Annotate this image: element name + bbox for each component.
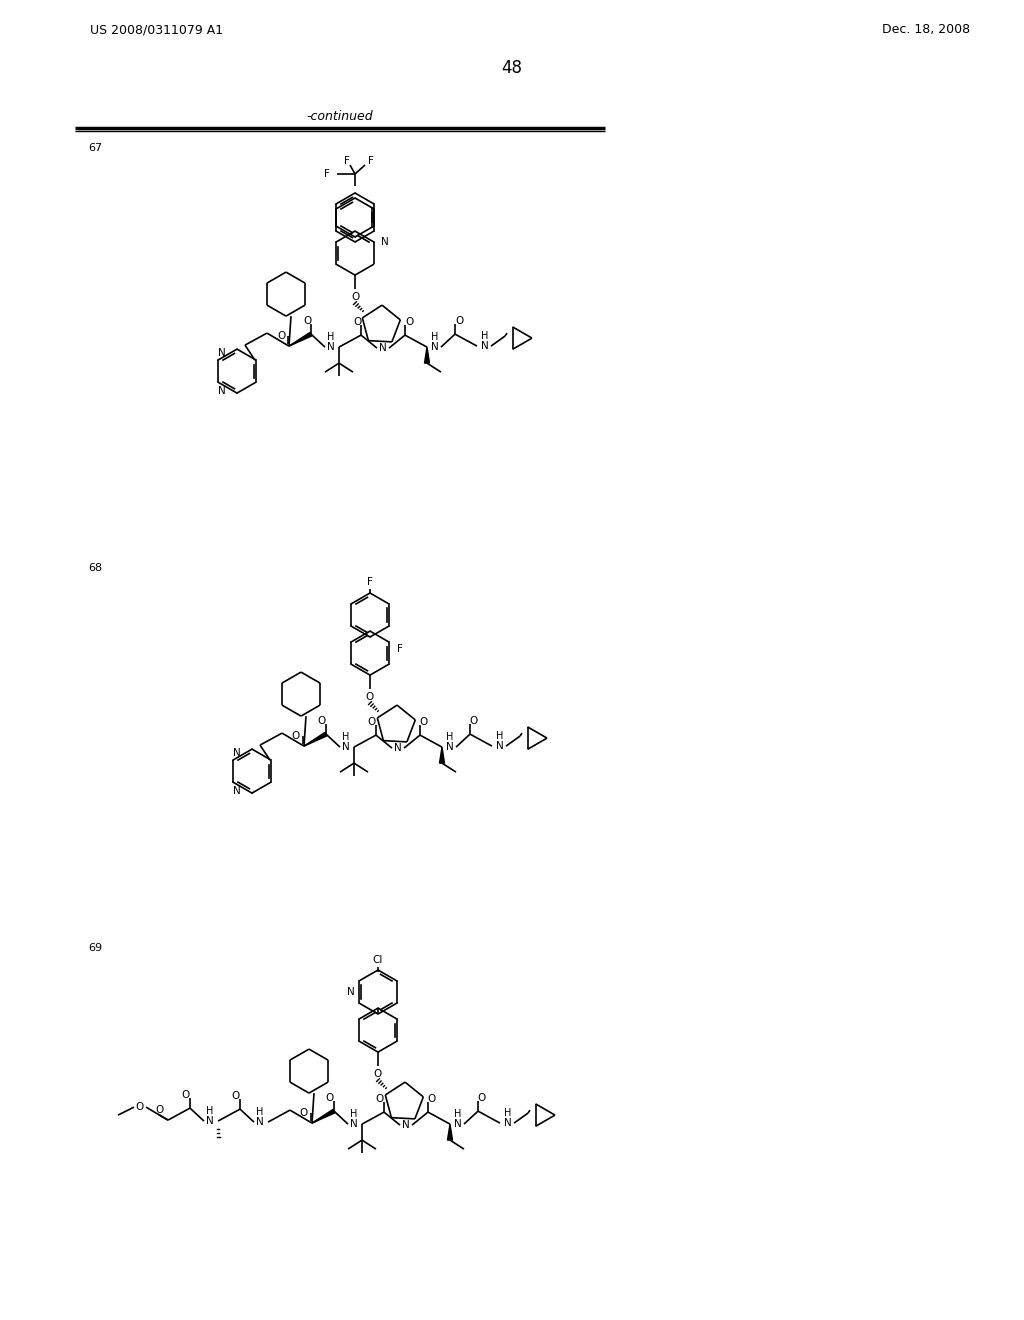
Text: H: H xyxy=(256,1107,264,1117)
Text: 68: 68 xyxy=(88,564,102,573)
Text: N: N xyxy=(347,987,355,997)
Text: O: O xyxy=(368,717,376,727)
Text: H: H xyxy=(328,333,335,342)
Polygon shape xyxy=(439,747,444,763)
Text: N: N xyxy=(454,1119,462,1129)
Text: H: H xyxy=(497,731,504,741)
Text: H: H xyxy=(342,733,349,742)
Text: N: N xyxy=(256,1117,264,1127)
Text: O: O xyxy=(300,1107,308,1118)
Text: H: H xyxy=(350,1109,357,1119)
Text: H: H xyxy=(206,1106,214,1117)
Text: O: O xyxy=(276,331,285,341)
Text: Dec. 18, 2008: Dec. 18, 2008 xyxy=(882,24,970,37)
Text: H: H xyxy=(481,331,488,341)
Text: O: O xyxy=(303,315,311,326)
Text: N: N xyxy=(394,743,401,754)
Text: O: O xyxy=(182,1090,190,1100)
Polygon shape xyxy=(425,347,429,363)
Text: N: N xyxy=(233,787,241,796)
Text: N: N xyxy=(496,741,504,751)
Text: N: N xyxy=(481,341,488,351)
Text: F: F xyxy=(397,644,402,655)
Text: N: N xyxy=(342,742,350,752)
Text: Cl: Cl xyxy=(373,954,383,965)
Text: N: N xyxy=(381,238,389,247)
Text: F: F xyxy=(367,577,373,587)
Text: N: N xyxy=(233,748,241,758)
Text: O: O xyxy=(231,1092,240,1101)
Text: F: F xyxy=(324,169,330,180)
Text: O: O xyxy=(420,717,428,727)
Text: O: O xyxy=(317,717,326,726)
Text: O: O xyxy=(455,315,463,326)
Text: N: N xyxy=(402,1121,410,1130)
Text: N: N xyxy=(431,342,439,352)
Text: H: H xyxy=(504,1107,512,1118)
Text: O: O xyxy=(470,717,478,726)
Text: O: O xyxy=(366,692,374,702)
Text: 67: 67 xyxy=(88,143,102,153)
Text: N: N xyxy=(327,342,335,352)
Text: O: O xyxy=(156,1105,164,1115)
Text: 69: 69 xyxy=(88,942,102,953)
Text: O: O xyxy=(353,317,361,327)
Text: O: O xyxy=(326,1093,334,1104)
Text: N: N xyxy=(218,348,226,358)
Text: N: N xyxy=(504,1118,512,1129)
Text: O: O xyxy=(351,292,359,302)
Text: O: O xyxy=(404,317,413,327)
Text: H: H xyxy=(431,333,438,342)
Text: 48: 48 xyxy=(502,59,522,77)
Text: O: O xyxy=(135,1102,143,1113)
Text: N: N xyxy=(379,343,387,354)
Polygon shape xyxy=(289,333,312,346)
Text: N: N xyxy=(446,742,454,752)
Text: US 2008/0311079 A1: US 2008/0311079 A1 xyxy=(90,24,223,37)
Text: H: H xyxy=(455,1109,462,1119)
Text: O: O xyxy=(428,1094,436,1104)
Text: F: F xyxy=(368,156,374,166)
Text: O: O xyxy=(376,1094,384,1104)
Text: O: O xyxy=(292,731,300,741)
Text: F: F xyxy=(344,156,350,166)
Text: N: N xyxy=(206,1117,214,1126)
Text: -continued: -continued xyxy=(306,111,374,124)
Polygon shape xyxy=(304,733,327,746)
Text: H: H xyxy=(446,733,454,742)
Text: N: N xyxy=(218,387,226,396)
Text: O: O xyxy=(374,1069,382,1080)
Polygon shape xyxy=(312,1109,335,1123)
Text: O: O xyxy=(478,1093,486,1104)
Polygon shape xyxy=(447,1125,453,1140)
Text: N: N xyxy=(350,1119,357,1129)
